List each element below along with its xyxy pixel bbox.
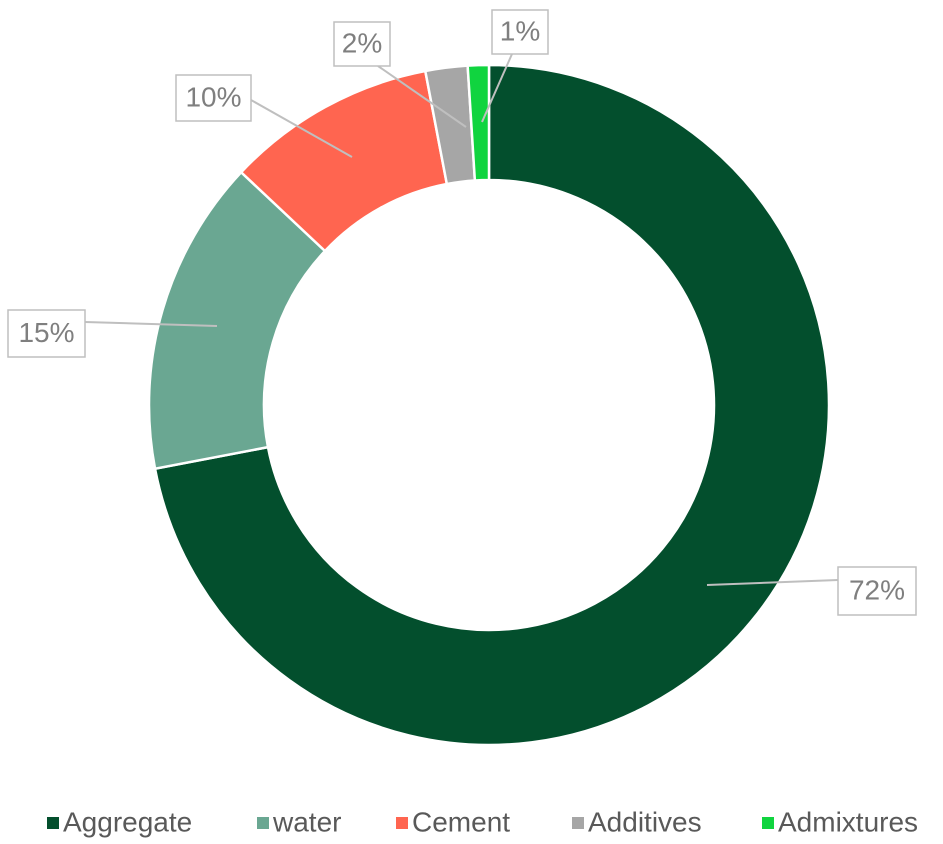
data-label: 2% — [342, 27, 382, 58]
label-box — [7, 309, 86, 358]
legend-marker — [762, 817, 774, 829]
leader-line — [250, 99, 353, 158]
legend-marker — [572, 817, 584, 829]
slice — [153, 63, 831, 747]
data-label: 10% — [185, 81, 241, 112]
leader-line — [377, 65, 467, 128]
legend-marker — [47, 817, 59, 829]
data-label: 15% — [18, 317, 74, 348]
slice — [466, 63, 491, 182]
label-box — [333, 21, 391, 67]
legend-label: Admixtures — [778, 806, 918, 837]
data-label: 1% — [500, 15, 540, 46]
legend-marker — [396, 817, 408, 829]
label-box — [175, 74, 252, 122]
label-box — [837, 566, 917, 616]
legend-label: Additives — [588, 806, 702, 837]
label-box — [491, 9, 549, 55]
legend-label: Cement — [412, 806, 510, 837]
leader-line — [481, 53, 513, 123]
legend-marker — [257, 817, 269, 829]
leader-line — [84, 321, 218, 327]
legend-label: water — [272, 806, 341, 837]
data-label: 72% — [849, 574, 905, 605]
leader-line — [706, 579, 839, 586]
legend-label: Aggregate — [63, 806, 192, 837]
